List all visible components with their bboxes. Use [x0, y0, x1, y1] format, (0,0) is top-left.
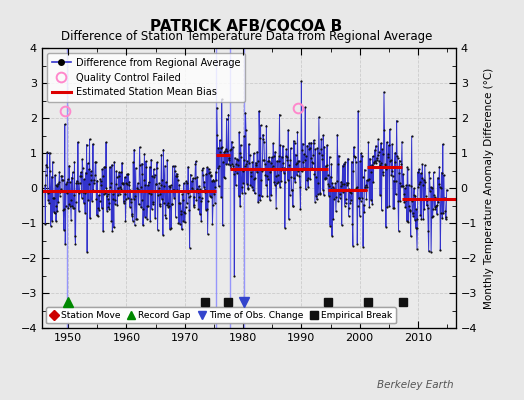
Legend: Station Move, Record Gap, Time of Obs. Change, Empirical Break: Station Move, Record Gap, Time of Obs. C…	[47, 307, 396, 324]
Text: Berkeley Earth: Berkeley Earth	[377, 380, 453, 390]
Y-axis label: Monthly Temperature Anomaly Difference (°C): Monthly Temperature Anomaly Difference (…	[484, 67, 494, 309]
Text: PATRICK AFB/COCOA B: PATRICK AFB/COCOA B	[150, 18, 342, 34]
Text: Difference of Station Temperature Data from Regional Average: Difference of Station Temperature Data f…	[61, 30, 432, 43]
